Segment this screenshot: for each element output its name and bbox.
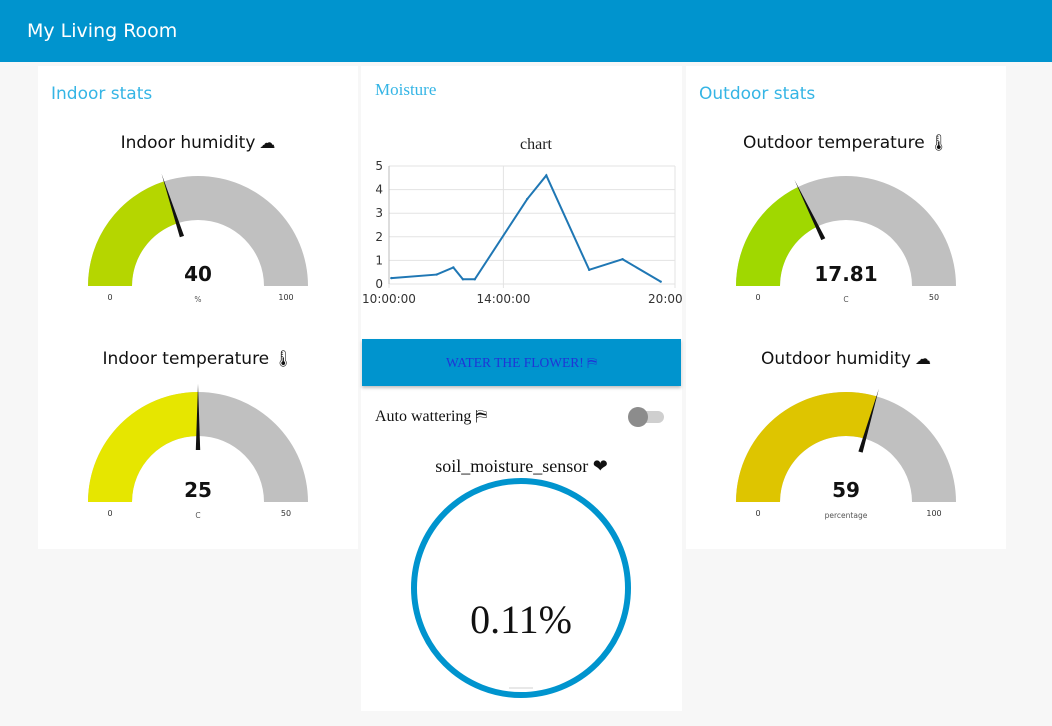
chart-y-tick: 2 (375, 230, 383, 244)
gauge-needle (195, 384, 201, 450)
chart-point (461, 278, 465, 281)
gauge-max: 50 (281, 509, 291, 518)
auto-watering-label: Auto wattering ⛿ (375, 408, 488, 425)
gauge-units: percentage (825, 511, 868, 520)
gauge-max: 100 (278, 293, 293, 302)
chart-point (452, 266, 455, 269)
chart-x-tick: 10:00:00 (362, 292, 416, 306)
gauge-value: 25 (184, 478, 212, 502)
moisture-line-chart: chart 0 1 2 3 4 5 10:00:00 14:00:00 20:00:00 (362, 136, 682, 306)
indoor-temperature-label: Indoor temperature 🌡 (102, 349, 294, 369)
soil-moisture-ring: 0.11% (411, 478, 631, 698)
chart-y-tick: 4 (375, 183, 383, 197)
chart-series-line (391, 173, 662, 283)
gauge-max: 100 (926, 509, 941, 518)
indoor-humidity-label: Indoor humidity ☁ (120, 133, 276, 153)
chart-point (588, 268, 591, 272)
indoor-stats-card: Indoor stats Indoor humidity ☁ 40% 0 100 In… (38, 66, 358, 549)
chart-y-tick: 5 (375, 159, 383, 173)
auto-watering-toggle[interactable] (628, 407, 664, 427)
outdoor-stats-title: Outdoor stats (699, 84, 816, 104)
gauge-fill (736, 392, 877, 502)
thermometer-icon: 🌡 (928, 133, 949, 152)
indoor-humidity-gauge: 40% 0 100 (88, 173, 308, 304)
gauge-units: C (195, 511, 200, 520)
chart-point (390, 276, 393, 280)
thermometer-icon: 🌡 (273, 349, 294, 368)
chart-point (435, 273, 438, 276)
soil-moisture-sensor-label: soil_moisture_sensor ❤ (435, 456, 608, 476)
gauge-min: 0 (755, 509, 760, 518)
gauge-needle (794, 179, 826, 241)
gauge-needle (161, 173, 185, 238)
gauge-needle (858, 388, 879, 453)
cloud-icon: ☁ (259, 133, 276, 152)
indoor-stats-title: Indoor stats (51, 84, 153, 104)
chart-point (526, 197, 529, 201)
soil-moisture-value: 0.11% (470, 597, 572, 642)
chart-y-tick: 1 (375, 253, 383, 267)
chart-point (659, 280, 662, 283)
chart-point (545, 174, 548, 177)
outdoor-temperature-gauge: 17.81 C 0 50 (736, 176, 956, 304)
gauge-min: 0 (107, 509, 112, 518)
outdoor-stats-card: Outdoor stats Outdoor temperature 🌡 17.81… (686, 66, 1006, 549)
toggle-knob (628, 407, 648, 427)
chart-x-tick: 20:00:00 (648, 292, 682, 306)
gauge-fill (736, 187, 818, 286)
cloud-icon: ☁ (914, 349, 931, 368)
dashboard-title: My Living Room (27, 20, 178, 42)
water-the-flower-button[interactable]: WATER THE FLOWER! ⛿ (362, 339, 681, 386)
top-bar: My Living Room (0, 0, 1052, 62)
outdoor-humidity-gauge: 59 percentage 0 100 (736, 388, 956, 520)
chart-point (621, 258, 624, 261)
chart-point (473, 278, 476, 281)
moisture-title: Moisture (375, 80, 437, 99)
gauge-max: 50 (929, 293, 939, 302)
outdoor-temperature-label: Outdoor temperature 🌡 (743, 133, 949, 153)
gauge-units: C (843, 295, 848, 304)
chart-y-tick: 3 (375, 206, 383, 220)
outdoor-humidity-label: Outdoor humidity ☁ (761, 349, 931, 369)
gauge-value: 17.81 (814, 262, 877, 286)
gauge-min: 0 (107, 293, 112, 302)
gauge-fill (88, 181, 178, 286)
gauge-min: 0 (755, 293, 760, 302)
chart-y-tick: 0 (375, 277, 383, 291)
gauge-fill (88, 392, 198, 502)
gauge-value: 40 (184, 262, 212, 286)
chart-title: chart (520, 136, 553, 153)
gauge-value: 59 (832, 478, 860, 502)
indoor-temperature-gauge: 25 C 0 50 (88, 384, 308, 520)
gauge-units: % (194, 295, 201, 304)
chart-x-tick: 14:00:00 (476, 292, 530, 306)
